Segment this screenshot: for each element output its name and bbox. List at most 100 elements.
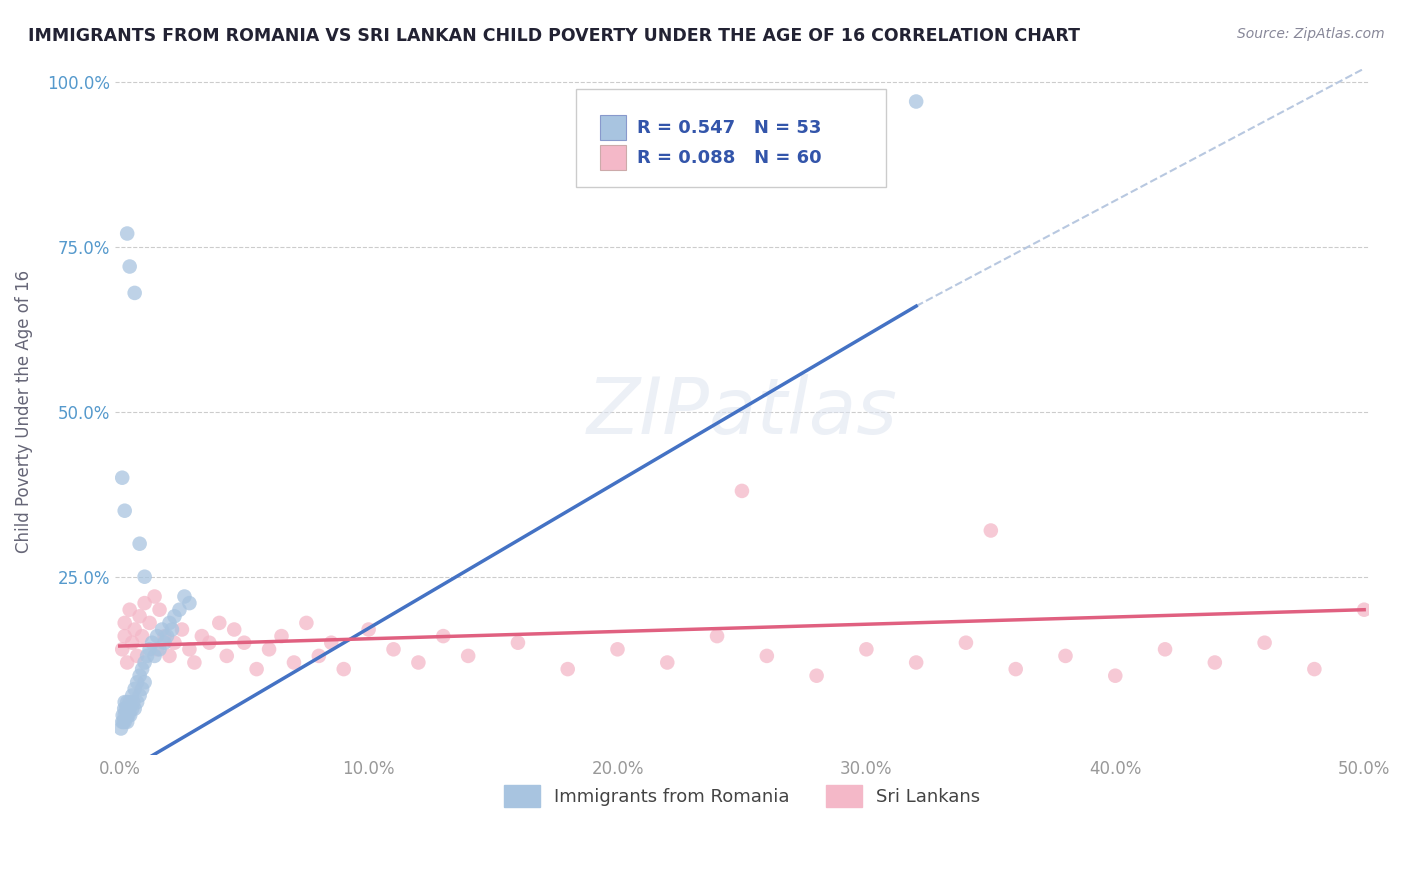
Point [121,636,143,650]
Point [159,615,181,630]
Point [118,695,141,709]
Point [124,681,146,696]
Point [1253,636,1275,650]
Point [114,708,136,723]
Point [173,590,195,604]
Point [124,702,146,716]
Point [121,702,143,716]
Point [110,722,132,736]
Point [148,642,170,657]
Point [432,629,454,643]
Point [148,603,170,617]
Point [506,636,529,650]
Point [128,689,150,703]
Point [246,662,269,676]
Point [118,603,141,617]
Point [606,642,628,657]
Point [163,609,186,624]
Point [332,662,354,676]
Point [121,689,143,703]
Point [905,656,928,670]
Point [111,708,134,723]
Point [153,636,176,650]
Point [112,714,135,729]
Point [136,648,159,663]
Point [112,702,135,716]
Point [215,648,238,663]
Point [806,669,828,683]
Point [115,702,138,716]
Point [156,629,179,643]
Point [706,629,728,643]
Point [233,636,256,650]
Point [138,642,160,657]
Point [111,714,134,729]
Point [127,695,149,709]
Text: R = 0.547   N = 53: R = 0.547 N = 53 [637,119,821,136]
Point [198,636,221,650]
Point [283,656,305,670]
Point [115,656,138,670]
Point [141,636,163,650]
Point [150,623,173,637]
Point [755,648,778,663]
Point [257,642,280,657]
Point [111,471,134,485]
Point [124,623,146,637]
Text: ZIPatlas: ZIPatlas [586,374,897,450]
Point [118,260,141,274]
Point [159,648,181,663]
Point [131,662,153,676]
Point [179,596,201,610]
Point [114,629,136,643]
Point [295,615,318,630]
Point [224,623,246,637]
Point [208,615,231,630]
Point [114,504,136,518]
Point [1054,648,1077,663]
Point [457,648,479,663]
Text: R = 0.088   N = 60: R = 0.088 N = 60 [637,149,821,167]
Point [128,609,150,624]
Point [169,603,191,617]
Point [1154,642,1177,657]
Point [127,675,149,690]
Point [557,662,579,676]
Point [138,615,160,630]
Point [657,656,679,670]
Point [146,642,169,657]
Text: Source: ZipAtlas.com: Source: ZipAtlas.com [1237,27,1385,41]
Point [321,636,343,650]
Point [134,596,156,610]
Point [1303,662,1326,676]
Point [114,615,136,630]
Point [134,656,156,670]
Point [131,681,153,696]
Point [117,708,139,723]
Point [183,656,205,670]
Point [980,524,1002,538]
Point [179,642,201,657]
Point [357,623,380,637]
Point [114,714,136,729]
Text: IMMIGRANTS FROM ROMANIA VS SRI LANKAN CHILD POVERTY UNDER THE AGE OF 16 CORRELAT: IMMIGRANTS FROM ROMANIA VS SRI LANKAN CH… [28,27,1080,45]
Point [127,648,149,663]
Point [855,642,877,657]
Point [118,702,141,716]
Point [134,675,156,690]
Point [131,629,153,643]
Point [191,629,214,643]
Legend: Immigrants from Romania, Sri Lankans: Immigrants from Romania, Sri Lankans [496,778,987,814]
Point [134,570,156,584]
Point [408,656,430,670]
Point [146,629,169,643]
Y-axis label: Child Poverty Under the Age of 16: Child Poverty Under the Age of 16 [15,270,32,553]
Point [1004,662,1026,676]
Point [115,695,138,709]
Point [120,708,142,723]
Point [117,702,139,716]
Point [115,714,138,729]
Point [170,623,193,637]
Point [731,483,754,498]
Point [128,669,150,683]
